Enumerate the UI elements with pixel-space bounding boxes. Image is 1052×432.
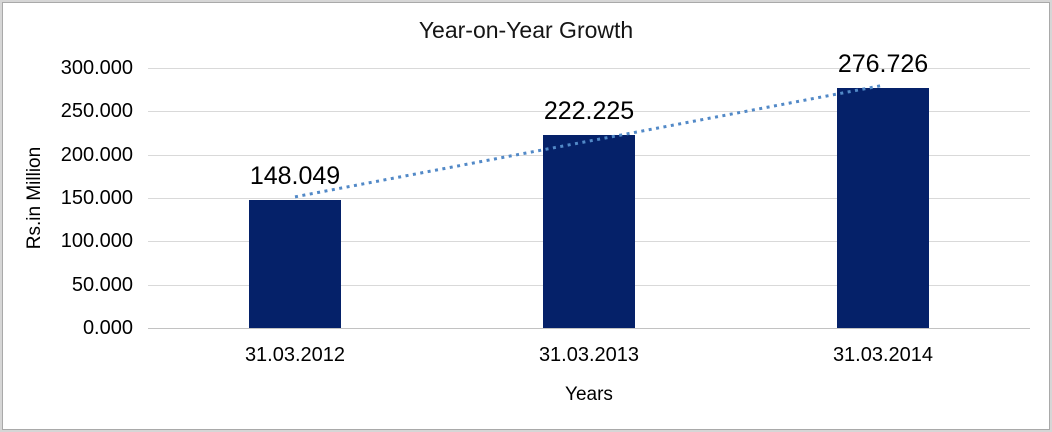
- y-axis-tick-label: 0.000: [82, 317, 133, 339]
- bar: [837, 88, 929, 328]
- x-axis-tick-label: 31.03.2013: [538, 344, 640, 366]
- y-axis-tick-label: 150.000: [60, 187, 133, 209]
- y-axis-tick-label: 300.000: [60, 57, 133, 79]
- x-axis-tick-label: 31.03.2012: [244, 344, 346, 366]
- data-label: 276.726: [837, 50, 929, 79]
- bar: [543, 135, 635, 328]
- data-label: 222.225: [543, 97, 635, 126]
- x-axis-tick-label: 31.03.2014: [832, 344, 934, 366]
- bar: [249, 199, 341, 328]
- x-axis-title: Years: [565, 384, 613, 405]
- y-axis-tick-label: 50.000: [71, 273, 133, 296]
- data-label: 148.049: [249, 161, 341, 190]
- y-axis-tick-label: 250.000: [60, 100, 133, 123]
- gridline: [148, 68, 1030, 69]
- chart-title: Year-on-Year Growth: [418, 17, 634, 43]
- y-axis-tick-label: 100.000: [60, 230, 133, 253]
- y-axis-tick-label: 200.000: [60, 143, 133, 166]
- gridline: [148, 328, 1030, 329]
